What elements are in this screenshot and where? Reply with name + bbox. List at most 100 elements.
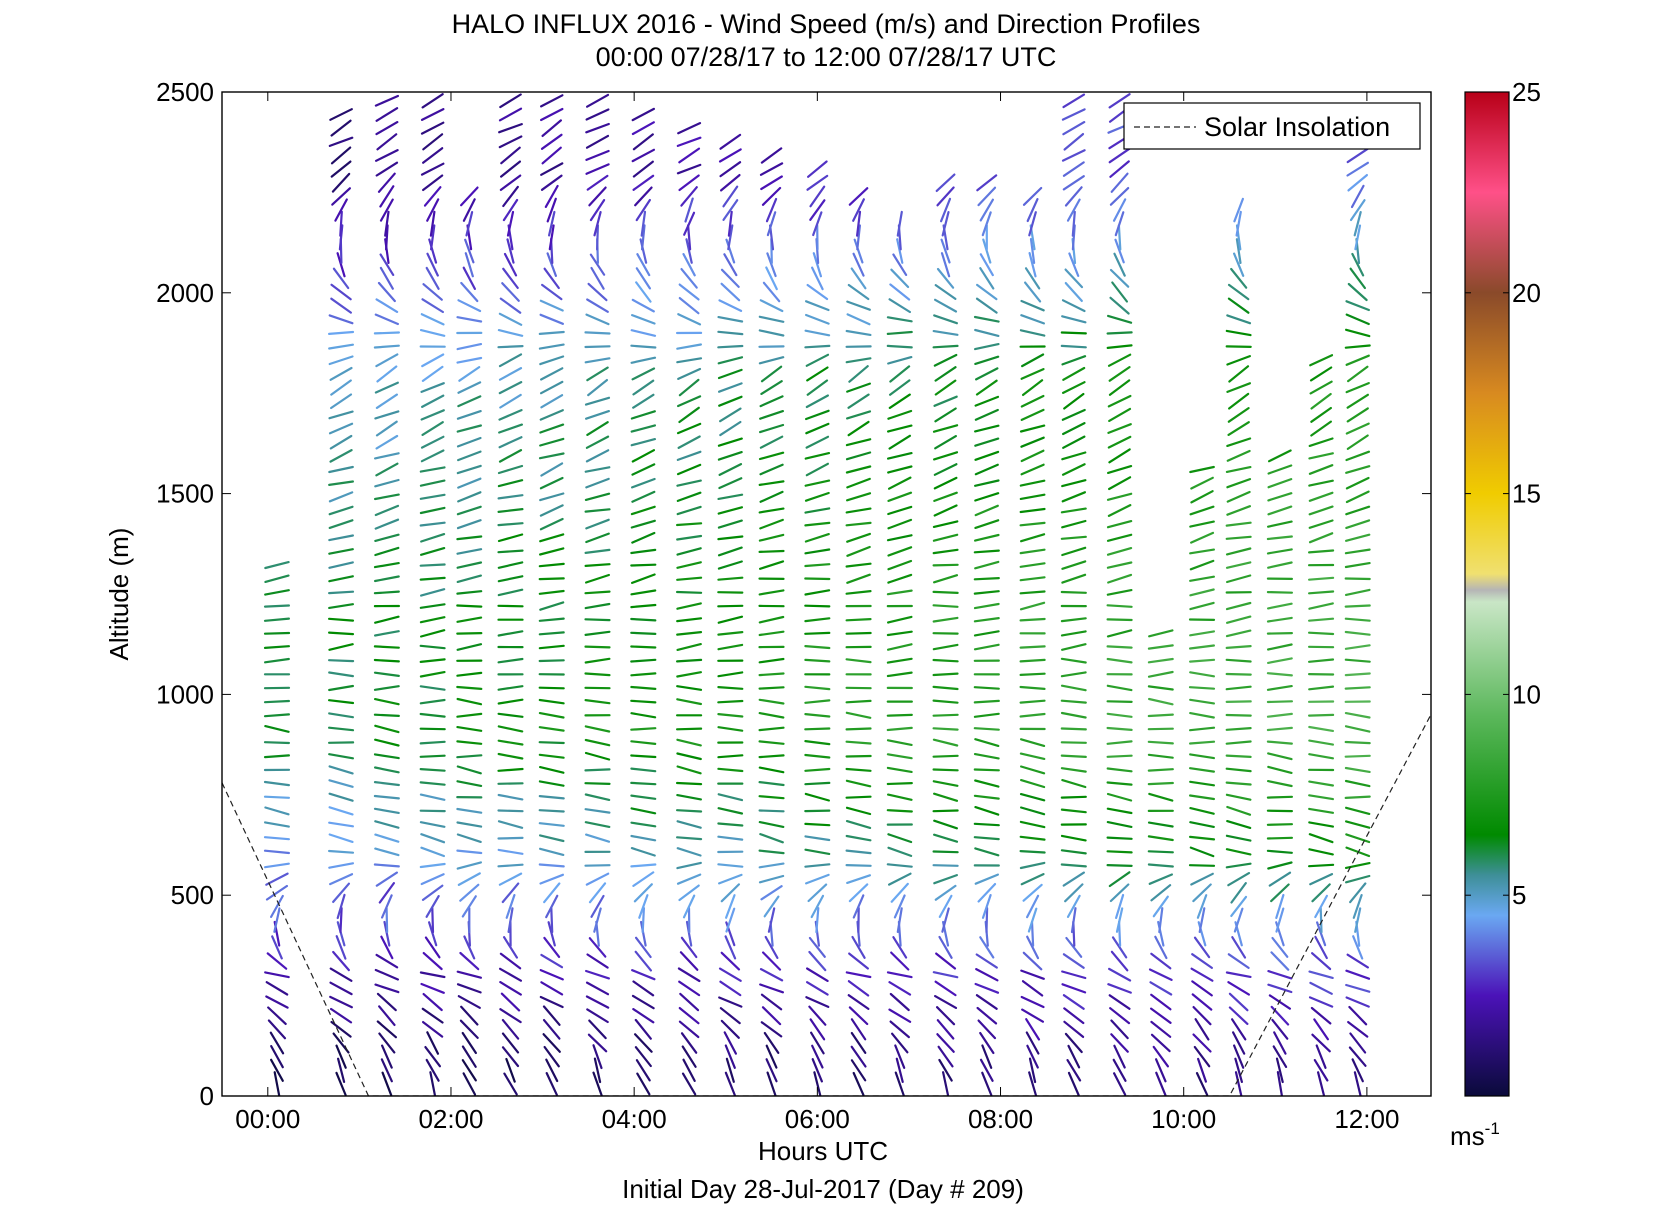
wind-barb (373, 794, 400, 800)
wind-barb (332, 950, 350, 972)
wind-barb (717, 316, 744, 323)
wind-barb (804, 739, 831, 746)
wind-barb (1225, 834, 1252, 842)
wind-barb (848, 365, 869, 383)
wind-barb (1019, 792, 1046, 802)
wind-barb (420, 449, 445, 463)
wind-barb (718, 299, 743, 312)
wind-barb (974, 437, 1000, 447)
wind-barb (850, 267, 867, 290)
wind-barb (725, 1057, 735, 1083)
wind-barb (543, 267, 560, 290)
wind-barb (328, 765, 354, 775)
wind-barb (933, 819, 959, 830)
wind-barb (1061, 463, 1086, 476)
wind-barb (419, 971, 446, 979)
wind-barb (425, 894, 440, 918)
wind-barb (374, 630, 400, 637)
wind-barb (804, 699, 831, 704)
wind-barb (328, 792, 354, 802)
wind-barb (845, 834, 872, 842)
wind-barb (758, 533, 785, 542)
wind-barb (421, 421, 444, 436)
wind-barb (1106, 836, 1133, 840)
wind-barb (886, 657, 913, 664)
wind-barb (540, 394, 564, 409)
wind-barb (1019, 576, 1046, 582)
wind-barb (424, 936, 441, 959)
wind-barb (973, 616, 1000, 623)
wind-barb (886, 739, 913, 747)
wind-barb (1070, 907, 1077, 934)
wind-barb (847, 980, 870, 997)
wind-barb (717, 344, 744, 349)
wind-barb (376, 133, 398, 151)
y-tick-label: 2000 (156, 278, 214, 308)
wind-barb (499, 980, 522, 996)
wind-barb (373, 590, 400, 595)
wind-barb (631, 463, 656, 476)
wind-barb (505, 893, 516, 919)
wind-barb (545, 1071, 558, 1096)
wind-barb (1344, 644, 1371, 650)
wind-barb (766, 1071, 777, 1096)
wind-barb (1028, 252, 1037, 278)
wind-barb (497, 685, 524, 691)
wind-barb (1267, 983, 1293, 994)
wind-barb (761, 951, 782, 971)
wind-barb (1272, 1045, 1288, 1069)
wind-barb (1106, 331, 1133, 335)
wind-barb (804, 631, 831, 635)
wind-barb (419, 603, 446, 609)
wind-barb (758, 315, 785, 323)
wind-barb (760, 993, 783, 1011)
wind-barb (264, 724, 290, 733)
wind-barb (426, 252, 439, 277)
wind-barb (934, 884, 957, 901)
wind-barb (375, 161, 399, 177)
wind-barb (845, 438, 872, 447)
wind-barb (375, 393, 398, 409)
wind-barb (497, 630, 524, 637)
wind-barb (538, 562, 565, 568)
wind-barb (1314, 935, 1328, 960)
wind-barb (379, 185, 395, 208)
wind-barb (975, 953, 998, 969)
y-axis-label: Altitude (m) (104, 528, 134, 661)
wind-barb (328, 548, 354, 555)
wind-barb (538, 822, 565, 827)
wind-barb (456, 780, 483, 788)
wind-barb (328, 726, 355, 732)
wind-barb (1019, 738, 1046, 748)
wind-barb (677, 121, 702, 135)
wind-barb (584, 573, 611, 584)
wind-barb (718, 477, 743, 490)
wind-barb (499, 1008, 522, 1024)
wind-barb (1106, 588, 1133, 596)
wind-barb (676, 463, 702, 476)
wind-barb (805, 353, 830, 367)
wind-barb (676, 765, 702, 775)
wind-barb (1309, 366, 1333, 382)
wind-barb (758, 549, 785, 554)
wind-barb (456, 410, 482, 420)
wind-barb (542, 1033, 561, 1053)
wind-barb (273, 1071, 281, 1096)
wind-barb (1060, 863, 1087, 868)
wind-barb (373, 645, 400, 649)
wind-barb (585, 435, 610, 449)
wind-barb (377, 172, 396, 193)
wind-barb (676, 534, 703, 541)
wind-barb (585, 149, 610, 161)
wind-barb (676, 505, 702, 516)
wind-barb (1226, 382, 1252, 393)
wind-barb (266, 952, 288, 970)
wind-barb (685, 920, 693, 947)
wind-barb (1344, 561, 1371, 569)
wind-barb (1230, 895, 1248, 918)
wind-barb (499, 967, 523, 982)
wind-barb (886, 971, 913, 979)
wind-barb (1225, 561, 1252, 569)
wind-barb (1189, 601, 1215, 611)
